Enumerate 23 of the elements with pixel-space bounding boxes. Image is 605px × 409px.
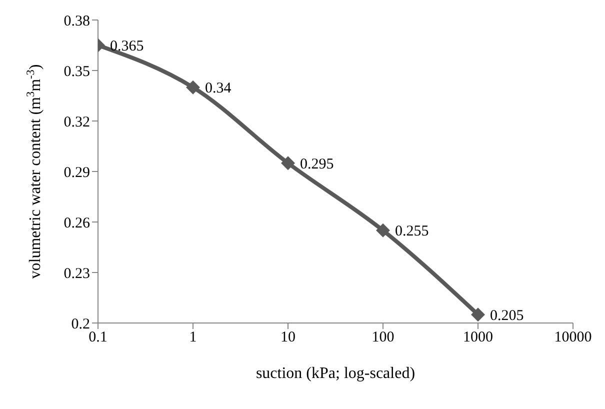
y-tick-label: 0.35 xyxy=(64,64,90,80)
point xyxy=(186,80,200,94)
x-tick-label: 0.1 xyxy=(88,330,108,346)
x-tick-label: 1000 xyxy=(463,330,493,346)
x-axis-title: suction (kPa; log-scaled) xyxy=(256,365,416,382)
y-tick-label: 0.29 xyxy=(64,164,90,181)
point xyxy=(376,223,390,238)
y-tick-label: 0.23 xyxy=(64,266,90,282)
x-tick-label: 10000 xyxy=(554,330,592,346)
data-label: 0.295 xyxy=(300,156,334,172)
point xyxy=(281,156,295,170)
x-tick-label: 100 xyxy=(372,330,394,346)
data-label: 0.205 xyxy=(490,308,524,324)
data-label: 0.365 xyxy=(110,38,144,55)
y-tick-label: 0.26 xyxy=(64,215,90,232)
x-tick-label: 10 xyxy=(280,330,296,346)
data-label: 0.255 xyxy=(395,224,429,240)
point xyxy=(471,308,485,322)
y-tick-label: 0.32 xyxy=(64,114,90,130)
y-tick-label: 0.2 xyxy=(71,316,90,332)
x-tick-label: 1 xyxy=(189,330,197,346)
data-label: 0.34 xyxy=(205,80,232,97)
y-tick-label: 0.38 xyxy=(64,13,90,30)
